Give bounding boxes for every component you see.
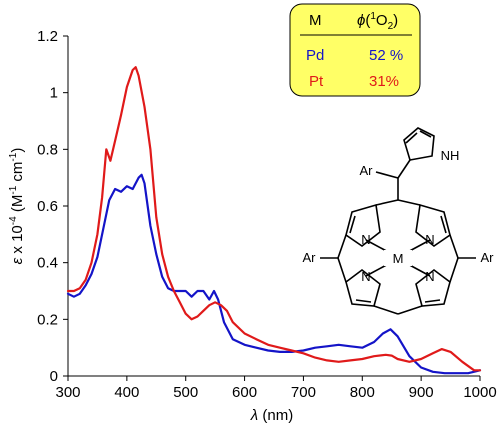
series-line-pt	[66, 66, 482, 372]
legend-row-pd-metal: Pd	[306, 47, 324, 64]
y-tick-label: 0.8	[37, 141, 58, 158]
molecule-label-ar-right: Ar	[481, 250, 495, 265]
x-tick-label: 500	[173, 384, 198, 401]
molecule-label-nh: NH	[441, 148, 460, 163]
x-tick-label: 600	[232, 384, 257, 401]
y-ticks: 0 0.2 0.4 0.6 0.8 1 1.2	[37, 28, 68, 385]
molecule-label-n-bottom-right: N	[425, 269, 434, 284]
molecule-label-ar-left: Ar	[303, 250, 317, 265]
x-tick-label: 900	[409, 384, 434, 401]
legend: M ϕ(1O2) Pd 52 % Pt 31%	[289, 3, 421, 97]
y-tick-label: 0.4	[37, 255, 58, 272]
x-axis-label: λ (nm)	[250, 407, 293, 424]
molecule-label-metal: M	[393, 251, 404, 266]
x-tick-label: 800	[350, 384, 375, 401]
legend-row-pd-value: 52 %	[369, 47, 403, 64]
molecule-label-n-top-right: N	[425, 232, 434, 247]
x-tick-label: 1000	[463, 384, 496, 401]
x-ticks: 300 400 500 600 700 800 900 1000	[55, 376, 497, 401]
legend-row-pt-value: 31%	[369, 73, 399, 90]
legend-header-metal: M	[309, 12, 322, 29]
series-line-pd	[66, 173, 482, 375]
legend-header-quantum-yield: ϕ(1O2)	[357, 11, 398, 32]
y-tick-label: 0.6	[37, 198, 58, 215]
molecule-structure	[320, 127, 476, 315]
x-tick-label: 300	[55, 384, 80, 401]
legend-row-pt-metal: Pt	[309, 73, 324, 90]
y-tick-label: 0	[50, 368, 58, 385]
x-tick-label: 700	[291, 384, 316, 401]
molecule-label-n-bottom-left: N	[361, 269, 370, 284]
y-tick-label: 1.2	[37, 28, 58, 45]
y-tick-label: 1	[50, 85, 58, 102]
y-axis-label: ε x 10-4 (M-1 cm-1)	[8, 148, 26, 265]
x-tick-label: 400	[114, 384, 139, 401]
molecule-label-n-top-left: N	[361, 232, 370, 247]
legend-background	[289, 3, 421, 97]
molecule-label-ar-top: Ar	[360, 163, 374, 178]
metal-label-bg	[384, 250, 412, 266]
series-layer	[66, 66, 482, 375]
y-tick-label: 0.2	[37, 311, 58, 328]
